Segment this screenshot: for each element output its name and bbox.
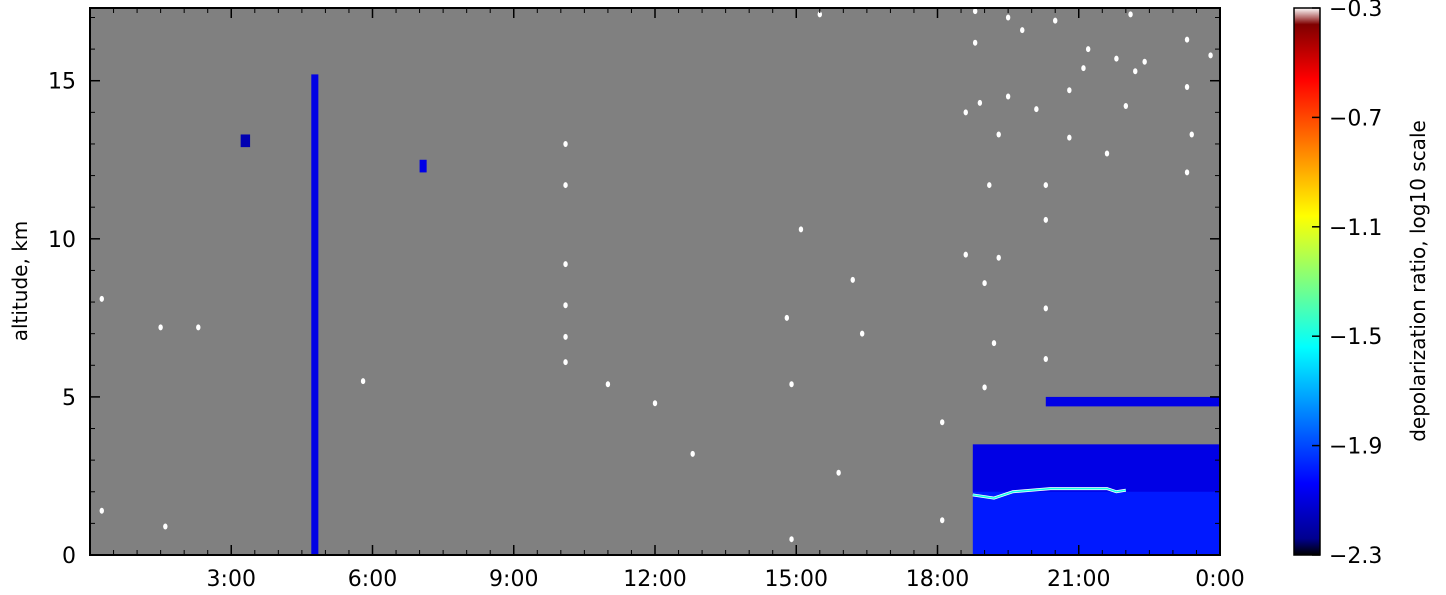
data-point <box>1208 52 1213 59</box>
data-point <box>1184 169 1190 176</box>
data-point <box>1043 355 1048 362</box>
contour-line <box>972 487 1126 499</box>
data-point <box>859 330 865 337</box>
sparse-data-points <box>99 8 1213 543</box>
data-point <box>1184 36 1190 43</box>
data-point <box>798 226 804 233</box>
data-point <box>652 400 658 407</box>
data-point <box>850 276 855 283</box>
data-point <box>1081 65 1086 72</box>
data-point <box>563 302 568 309</box>
data-point <box>963 251 968 258</box>
y-tick-label: 0 <box>62 544 76 569</box>
data-point <box>1123 103 1129 110</box>
heatmap-region <box>1045 396 1220 407</box>
data-point <box>977 99 983 106</box>
y-tick-label: 10 <box>48 228 76 253</box>
data-point <box>996 254 1001 261</box>
colorbar <box>1293 7 1321 556</box>
data-point <box>789 536 794 543</box>
data-point <box>563 333 568 340</box>
data-point <box>940 419 945 426</box>
data-point <box>1020 27 1025 34</box>
data-point <box>1067 134 1072 141</box>
data-point <box>1005 14 1011 21</box>
y-axis: 0 5 10 15 <box>48 16 1220 569</box>
data-point <box>563 182 568 189</box>
data-point <box>1189 131 1194 138</box>
heatmap-region <box>311 74 319 555</box>
data-point <box>1043 182 1048 189</box>
data-point <box>982 280 987 287</box>
data-point <box>158 324 163 331</box>
data-point <box>836 469 841 476</box>
data-point <box>963 109 968 116</box>
x-tick-label: 6:00 <box>348 567 397 592</box>
data-point <box>987 182 992 189</box>
data-point <box>1142 58 1147 65</box>
data-point <box>563 140 568 147</box>
x-tick-label: 12:00 <box>623 567 686 592</box>
data-point <box>1053 17 1058 24</box>
x-tick-label: 15:00 <box>765 567 828 592</box>
data-point <box>99 507 104 514</box>
data-point <box>605 381 611 388</box>
data-point <box>1133 68 1138 75</box>
data-point <box>1043 305 1048 312</box>
data-point <box>972 8 978 15</box>
data-point <box>1128 11 1133 18</box>
data-point <box>996 131 1001 138</box>
data-point <box>1114 55 1119 62</box>
heatmap-region <box>972 444 1220 492</box>
heatmap-regions <box>240 74 1220 555</box>
colorbar-title: depolarization ratio, log10 scale <box>1406 120 1430 442</box>
colorbar-tick-label: −0.3 <box>1329 0 1382 22</box>
data-point <box>690 450 695 457</box>
heatmap-region <box>419 159 427 173</box>
data-point <box>982 384 987 391</box>
colorbar-tick-label: −1.5 <box>1329 325 1382 350</box>
data-point <box>1043 216 1048 223</box>
contour-lines <box>972 487 1127 500</box>
data-point <box>196 324 201 331</box>
data-point <box>563 261 568 268</box>
data-point <box>972 39 978 46</box>
colorbar-tick-label: −2.3 <box>1329 544 1382 569</box>
x-tick-label: 0:00 <box>1195 567 1244 592</box>
x-tick-label: 21:00 <box>1047 567 1110 592</box>
colorbar-tick-label: −1.1 <box>1329 216 1382 241</box>
data-point <box>1067 87 1072 94</box>
colorbar-tick-label: −1.9 <box>1329 435 1382 460</box>
y-tick-label: 15 <box>48 70 76 95</box>
colorbar-axis: −0.3 −0.7 −1.1 −1.5 −1.9 −2.3 <box>1312 0 1382 569</box>
x-tick-label: 3:00 <box>207 567 256 592</box>
data-point <box>1034 106 1039 113</box>
data-point <box>817 11 822 18</box>
data-point <box>563 359 568 366</box>
data-point <box>1085 46 1091 53</box>
data-point <box>1184 84 1190 91</box>
data-point <box>99 295 104 302</box>
data-point <box>940 517 945 524</box>
x-axis: 3:00 6:00 9:00 12:00 15:00 18:00 21:00 0:00 <box>113 8 1245 592</box>
x-tick-label: 18:00 <box>906 567 969 592</box>
y-tick-label: 5 <box>62 386 76 411</box>
heatmap-region <box>240 134 251 148</box>
data-point <box>1005 93 1011 100</box>
data-point <box>360 378 366 385</box>
data-point <box>1104 150 1110 157</box>
y-axis-title: altitude, km <box>8 221 32 342</box>
x-tick-label: 9:00 <box>489 567 538 592</box>
data-point <box>991 340 997 347</box>
data-point <box>163 523 168 530</box>
colorbar-tick-label: −0.7 <box>1329 106 1382 131</box>
data-point <box>784 314 790 321</box>
data-point <box>789 381 794 388</box>
